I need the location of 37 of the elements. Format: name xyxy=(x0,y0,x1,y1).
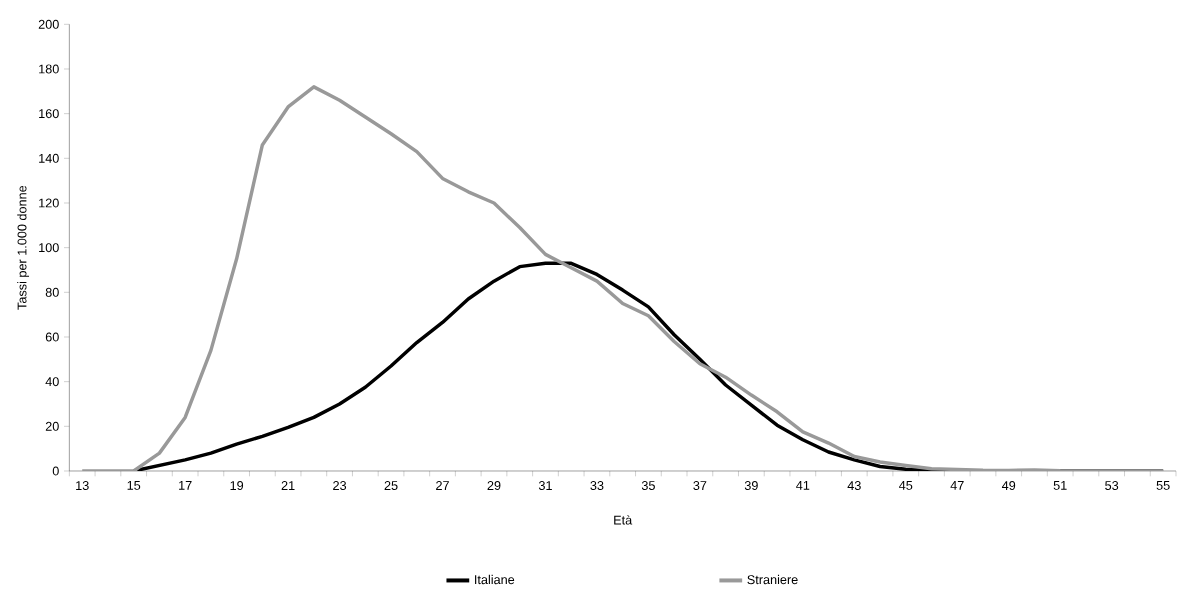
x-tick-label: 35 xyxy=(641,481,655,490)
y-tick-label: 180 xyxy=(39,64,59,74)
x-tick-label: 23 xyxy=(333,481,347,490)
x-tick-label: 49 xyxy=(1001,481,1016,490)
y-tick-label: 80 xyxy=(45,287,59,297)
legend-label: Italiane xyxy=(475,574,515,585)
x-tick-label: 27 xyxy=(436,481,449,490)
x-tick-label: 39 xyxy=(744,481,758,490)
x-tick-label: 29 xyxy=(487,481,501,490)
x-tick-label: 17 xyxy=(179,481,192,490)
x-tick-label: 51 xyxy=(1053,481,1067,490)
x-tick-label: 33 xyxy=(590,481,604,490)
x-tick-label: 13 xyxy=(76,481,89,490)
y-tick-label: 120 xyxy=(39,198,59,208)
x-tick-label: 19 xyxy=(230,481,244,490)
x-tick-label: 21 xyxy=(281,481,295,490)
y-tick-label: 200 xyxy=(38,19,59,29)
x-tick-label: 45 xyxy=(899,481,913,490)
y-tick-label: 20 xyxy=(45,421,59,431)
y-tick-label: 100 xyxy=(39,243,59,253)
legend-label: Straniere xyxy=(747,574,798,585)
x-tick-label: 55 xyxy=(1156,481,1170,490)
y-tick-label: 0 xyxy=(52,466,59,476)
x-tick-label: 53 xyxy=(1105,481,1119,490)
x-tick-label: 25 xyxy=(384,481,398,490)
x-tick-label: 15 xyxy=(127,481,141,490)
x-tick-label: 41 xyxy=(796,481,810,490)
x-tick-label: 43 xyxy=(847,481,861,490)
y-axis-title: Tassi per 1.000 donne xyxy=(17,185,30,310)
y-tick-label: 60 xyxy=(45,332,59,342)
x-tick-label: 31 xyxy=(538,481,552,490)
x-axis-title: Età xyxy=(614,515,633,525)
y-tick-label: 160 xyxy=(39,109,59,119)
y-tick-label: 140 xyxy=(39,153,59,163)
x-tick-label: 47 xyxy=(950,481,964,490)
x-tick-label: 37 xyxy=(693,481,707,490)
y-tick-label: 40 xyxy=(45,377,59,387)
